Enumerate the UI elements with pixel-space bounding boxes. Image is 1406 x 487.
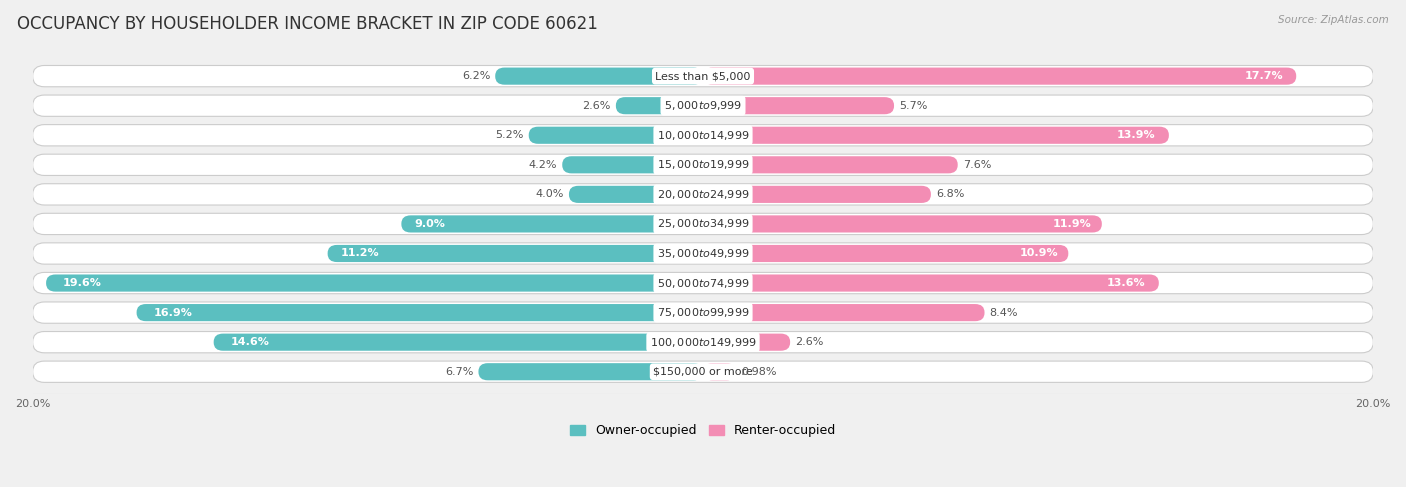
Text: 6.8%: 6.8%	[936, 189, 965, 199]
Text: 17.7%: 17.7%	[1244, 71, 1282, 81]
Text: 2.6%: 2.6%	[796, 337, 824, 347]
FancyBboxPatch shape	[32, 302, 1374, 323]
FancyBboxPatch shape	[32, 125, 1374, 146]
FancyBboxPatch shape	[46, 275, 703, 292]
Text: $100,000 to $149,999: $100,000 to $149,999	[650, 336, 756, 349]
FancyBboxPatch shape	[703, 97, 894, 114]
FancyBboxPatch shape	[562, 156, 703, 173]
FancyBboxPatch shape	[32, 243, 1374, 264]
FancyBboxPatch shape	[703, 127, 1168, 144]
Text: 8.4%: 8.4%	[990, 308, 1018, 318]
Text: 19.6%: 19.6%	[63, 278, 101, 288]
FancyBboxPatch shape	[703, 245, 1069, 262]
Text: $5,000 to $9,999: $5,000 to $9,999	[664, 99, 742, 112]
Text: $10,000 to $14,999: $10,000 to $14,999	[657, 129, 749, 142]
FancyBboxPatch shape	[703, 156, 957, 173]
FancyBboxPatch shape	[32, 65, 1374, 87]
Text: 4.2%: 4.2%	[529, 160, 557, 170]
FancyBboxPatch shape	[32, 332, 1374, 353]
FancyBboxPatch shape	[328, 245, 703, 262]
Text: 6.7%: 6.7%	[446, 367, 474, 377]
FancyBboxPatch shape	[32, 154, 1374, 175]
Text: $150,000 or more: $150,000 or more	[654, 367, 752, 377]
FancyBboxPatch shape	[703, 304, 984, 321]
FancyBboxPatch shape	[703, 186, 931, 203]
Text: $75,000 to $99,999: $75,000 to $99,999	[657, 306, 749, 319]
FancyBboxPatch shape	[214, 334, 703, 351]
FancyBboxPatch shape	[703, 68, 1296, 85]
Text: $25,000 to $34,999: $25,000 to $34,999	[657, 217, 749, 230]
Text: 11.2%: 11.2%	[342, 248, 380, 259]
Text: $50,000 to $74,999: $50,000 to $74,999	[657, 277, 749, 290]
FancyBboxPatch shape	[529, 127, 703, 144]
FancyBboxPatch shape	[703, 334, 790, 351]
Text: 7.6%: 7.6%	[963, 160, 991, 170]
Text: 16.9%: 16.9%	[153, 308, 193, 318]
Text: 6.2%: 6.2%	[461, 71, 491, 81]
FancyBboxPatch shape	[703, 363, 735, 380]
Text: $15,000 to $19,999: $15,000 to $19,999	[657, 158, 749, 171]
Text: 2.6%: 2.6%	[582, 101, 610, 111]
FancyBboxPatch shape	[32, 95, 1374, 116]
Text: 0.98%: 0.98%	[741, 367, 776, 377]
Text: 10.9%: 10.9%	[1019, 248, 1059, 259]
FancyBboxPatch shape	[495, 68, 703, 85]
Text: 4.0%: 4.0%	[536, 189, 564, 199]
Text: 5.2%: 5.2%	[495, 130, 523, 140]
Text: 5.7%: 5.7%	[898, 101, 928, 111]
Text: $35,000 to $49,999: $35,000 to $49,999	[657, 247, 749, 260]
Text: 11.9%: 11.9%	[1053, 219, 1092, 229]
Legend: Owner-occupied, Renter-occupied: Owner-occupied, Renter-occupied	[565, 419, 841, 442]
FancyBboxPatch shape	[478, 363, 703, 380]
FancyBboxPatch shape	[616, 97, 703, 114]
Text: 13.6%: 13.6%	[1107, 278, 1146, 288]
FancyBboxPatch shape	[401, 215, 703, 232]
FancyBboxPatch shape	[32, 361, 1374, 382]
Text: Source: ZipAtlas.com: Source: ZipAtlas.com	[1278, 15, 1389, 25]
Text: Less than $5,000: Less than $5,000	[655, 71, 751, 81]
Text: 13.9%: 13.9%	[1116, 130, 1156, 140]
FancyBboxPatch shape	[703, 275, 1159, 292]
Text: OCCUPANCY BY HOUSEHOLDER INCOME BRACKET IN ZIP CODE 60621: OCCUPANCY BY HOUSEHOLDER INCOME BRACKET …	[17, 15, 598, 33]
Text: 9.0%: 9.0%	[415, 219, 446, 229]
FancyBboxPatch shape	[32, 184, 1374, 205]
FancyBboxPatch shape	[32, 213, 1374, 235]
FancyBboxPatch shape	[32, 272, 1374, 294]
FancyBboxPatch shape	[569, 186, 703, 203]
FancyBboxPatch shape	[703, 215, 1102, 232]
Text: 14.6%: 14.6%	[231, 337, 270, 347]
FancyBboxPatch shape	[136, 304, 703, 321]
Text: $20,000 to $24,999: $20,000 to $24,999	[657, 188, 749, 201]
